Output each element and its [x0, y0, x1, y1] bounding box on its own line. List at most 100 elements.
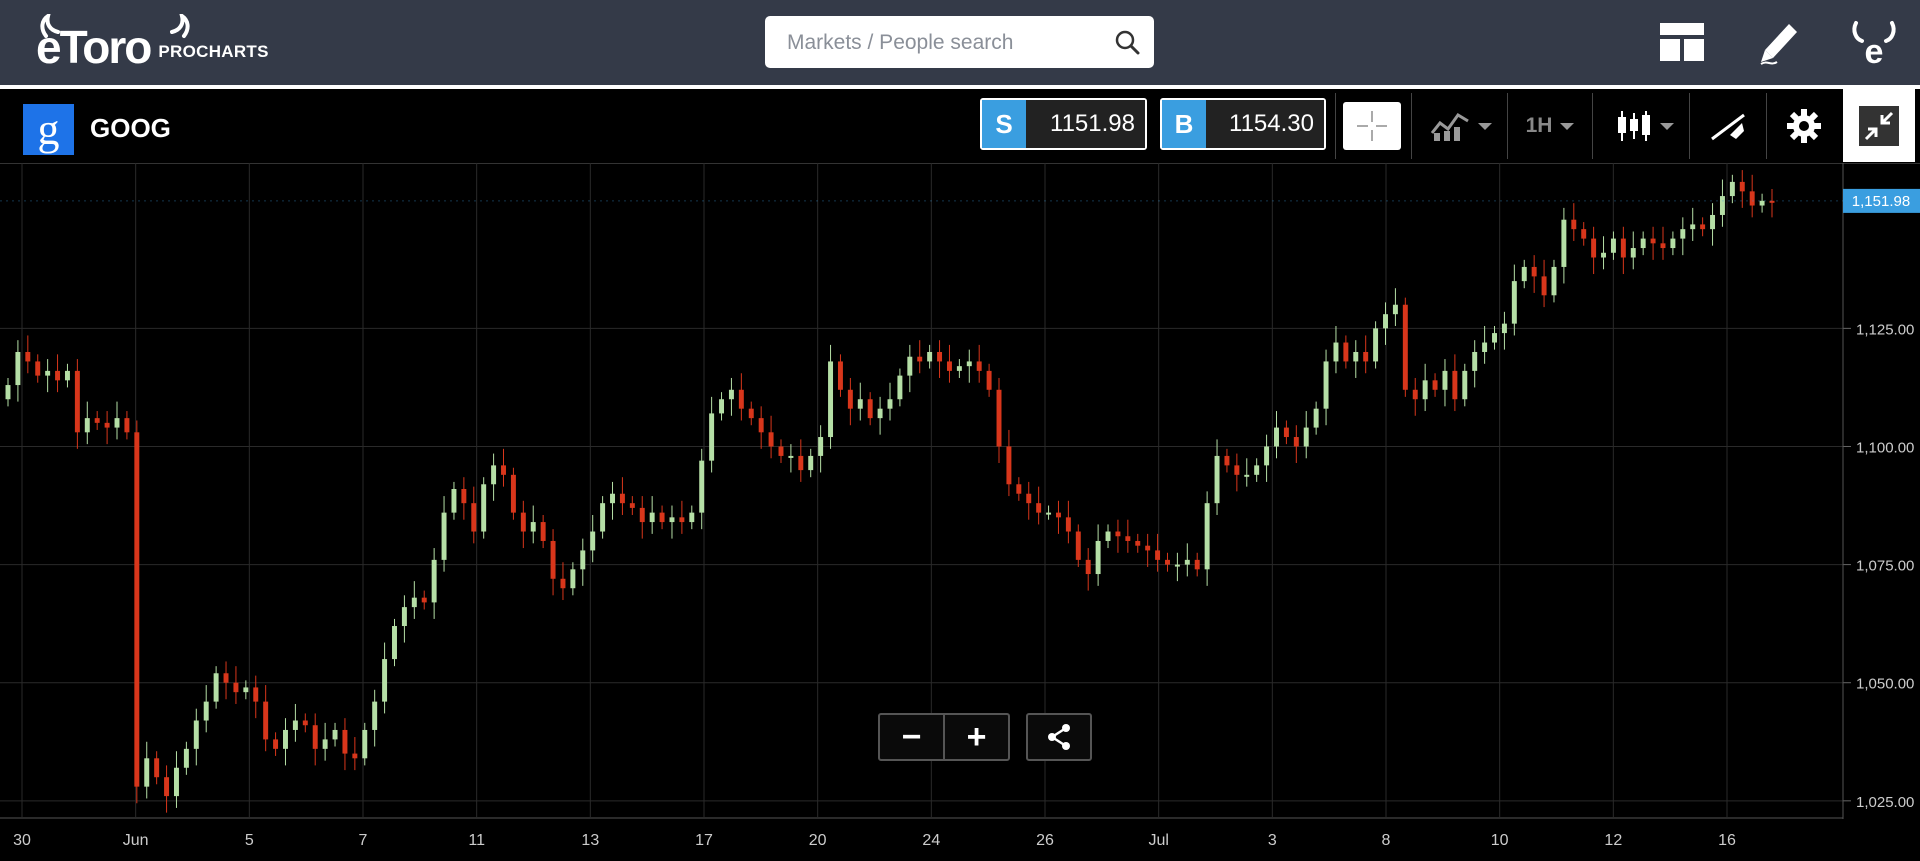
toolbar-separator — [1507, 93, 1508, 159]
candlestick-chart[interactable]: 1,025.00 1,050.00 1,075.00 1,100.00 1,125.00… — [0, 163, 1920, 856]
indicators-dropdown[interactable] — [1420, 93, 1502, 159]
x-tick-label: 7 — [359, 832, 368, 849]
search-input[interactable] — [785, 16, 1102, 70]
candle-body — [689, 512, 695, 523]
etoro-profile-icon[interactable]: e — [1846, 14, 1902, 70]
candle-body — [639, 507, 645, 523]
collapse-button[interactable] — [1843, 89, 1915, 162]
candle-body — [1343, 342, 1349, 362]
candle-body — [471, 503, 477, 532]
layout-icon[interactable] — [1654, 14, 1710, 70]
candle-body — [1234, 465, 1240, 475]
etoro-logo[interactable]: eToro PROCHARTS — [36, 14, 269, 70]
candle-body — [1194, 559, 1200, 570]
price-chart[interactable]: 1,025.00 1,050.00 1,075.00 1,100.00 1,125.00… — [0, 163, 1920, 856]
candle-body — [659, 512, 665, 523]
candle-body — [540, 522, 546, 541]
candle-body — [560, 578, 566, 589]
candle-body — [1155, 550, 1161, 560]
toolbar-divider — [0, 85, 1920, 89]
candle-body — [1412, 389, 1418, 400]
candle-body — [1065, 517, 1071, 532]
candle-body — [1026, 493, 1032, 504]
candle-body — [768, 432, 774, 447]
search-icon[interactable] — [1114, 29, 1140, 55]
candle-body — [154, 758, 160, 778]
timeframe-dropdown[interactable]: 1H — [1516, 93, 1584, 159]
candle-body — [45, 370, 51, 376]
candle-body — [183, 748, 189, 768]
candle-body — [550, 540, 556, 579]
candle-body — [986, 370, 992, 390]
crosshair-button[interactable] — [1342, 93, 1402, 159]
candle-body — [1254, 465, 1260, 475]
candle-body — [1204, 503, 1210, 570]
x-tick-label: 13 — [581, 832, 599, 849]
candle-body — [1165, 559, 1170, 565]
candle-body — [580, 550, 586, 570]
candle-body — [1313, 408, 1319, 428]
indicators-icon — [1430, 113, 1469, 141]
sell-button[interactable]: S 1151.98 — [980, 98, 1147, 150]
candle-body — [1264, 446, 1270, 466]
timeframe-label: 1H — [1525, 114, 1553, 137]
candle-body — [1373, 328, 1379, 362]
x-tick-label: 12 — [1604, 832, 1622, 849]
candle-body — [570, 569, 576, 589]
top-bar: eToro PROCHARTS e — [0, 0, 1920, 85]
candle-body — [1383, 314, 1388, 329]
x-tick-label: 24 — [922, 832, 940, 849]
instrument-logo: g — [23, 104, 74, 155]
candle-body — [1700, 224, 1706, 230]
candle-body — [1729, 181, 1735, 197]
candlestick-type-icon — [1618, 111, 1650, 141]
candle-body — [877, 408, 883, 419]
candle-body — [1432, 380, 1438, 390]
candle-body — [55, 370, 61, 381]
x-tick-label: 5 — [245, 832, 254, 849]
zoom-in-button[interactable]: + — [966, 717, 987, 756]
candle-body — [1402, 304, 1408, 390]
zoom-out-button[interactable]: − — [880, 715, 945, 759]
candle-body — [273, 739, 279, 749]
candle-body — [1551, 266, 1557, 296]
last-price-label: 1,151.98 — [1852, 193, 1910, 210]
candle-body — [1620, 238, 1626, 258]
chevron-down-icon — [1478, 122, 1492, 130]
share-button[interactable] — [1026, 713, 1092, 761]
chevron-down-icon — [1560, 122, 1575, 130]
candle-body — [1392, 304, 1398, 315]
candle-body — [897, 375, 903, 400]
instrument-symbol: GOOG — [90, 113, 171, 143]
candle-body — [619, 493, 625, 504]
drawing-tools-button[interactable] — [1698, 93, 1758, 159]
candle-body — [818, 437, 824, 456]
candle-body — [1363, 351, 1369, 362]
candle-body — [25, 351, 31, 362]
candle-body — [1482, 342, 1488, 352]
chart-type-dropdown[interactable] — [1605, 93, 1685, 159]
candle-body — [748, 408, 754, 419]
candle-body — [114, 418, 120, 428]
candle-body — [996, 389, 1002, 447]
candle-body — [1511, 281, 1517, 324]
candle-body — [669, 517, 675, 523]
settings-button[interactable] — [1772, 93, 1836, 159]
candle-body — [372, 701, 378, 730]
candle-body — [1293, 437, 1299, 447]
candle-body — [976, 361, 982, 371]
candle-body — [649, 512, 655, 523]
candle-body — [312, 725, 318, 749]
candle-body — [382, 659, 388, 702]
candle-body — [223, 673, 229, 683]
search-box[interactable] — [765, 16, 1154, 70]
x-tick-label: 3 — [1268, 832, 1277, 849]
edit-pencil-icon[interactable] — [1750, 14, 1806, 70]
last-price-badge — [1843, 188, 1920, 213]
drawing-tools-icon — [1711, 113, 1745, 141]
candle-body — [808, 455, 814, 471]
candle-body — [134, 432, 140, 787]
candle-body — [1095, 540, 1101, 575]
buy-button[interactable]: B 1154.30 — [1160, 98, 1326, 150]
logo-horns-icon — [40, 14, 190, 38]
